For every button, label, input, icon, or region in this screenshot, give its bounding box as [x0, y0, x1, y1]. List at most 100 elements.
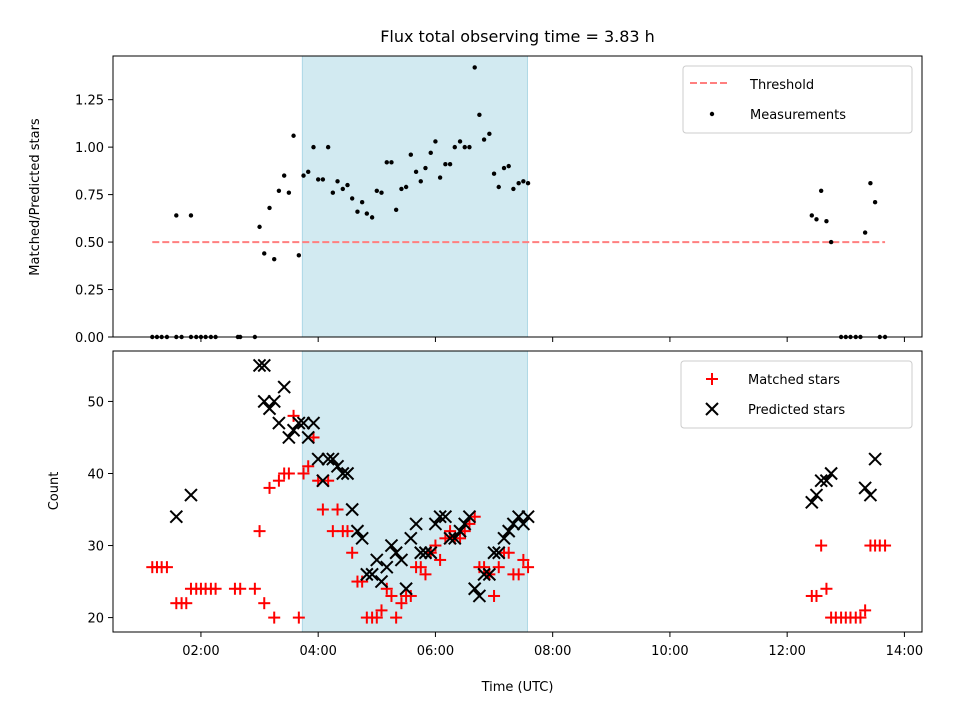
bottom-matched-point [209, 582, 222, 595]
bottom-panel: 02:00 04:00 06:00 08:00 10:00 12:00 14:00 20 30… [47, 350, 923, 695]
predicted-point-b [326, 452, 340, 466]
bottom-y-ticks: 20 30 40 50 [87, 395, 113, 627]
top-measurement-point [291, 133, 296, 138]
predicted-point-b [443, 531, 457, 546]
top-measurement-point [325, 144, 331, 150]
top-legend-threshold-label: Threshold [749, 78, 814, 93]
bottom-matched-point [414, 561, 427, 574]
top-measurement-point [862, 230, 868, 235]
bottom-matched-point [419, 568, 432, 581]
bottom-matched-point [429, 539, 442, 552]
bottom-predicted-point [380, 560, 394, 574]
predicted-point-b [467, 582, 482, 596]
top-measurement-point [462, 144, 467, 150]
predicted-point-b [330, 459, 345, 473]
bottom-matched-point [404, 589, 417, 602]
predicted-point-b [482, 567, 497, 582]
bottom-predicted-point [355, 531, 369, 546]
bottom-predicted-point [868, 452, 882, 466]
top-measurement-point [267, 205, 272, 211]
top-measurement-point [286, 190, 292, 195]
predicted-point-b [321, 452, 335, 466]
bottom-matched-point [380, 582, 393, 595]
bottom-matched-point [341, 525, 354, 538]
bottom-predicted-point [487, 546, 501, 560]
bottom-predicted-point [262, 401, 277, 416]
predicted-point-b [858, 481, 872, 495]
top-measurement-point [188, 213, 194, 218]
top-panel: 0.00 0.25 0.50 0.75 1.00 1.25 Flux total obse… [28, 27, 923, 346]
top-measurement-point [296, 253, 302, 258]
bottom-predicted-point [809, 488, 824, 502]
top-measurement-point [340, 186, 346, 192]
bottom-predicted-point [492, 546, 506, 560]
bottom-predicted-point [282, 430, 296, 445]
top-measurement-point [311, 144, 316, 150]
predicted-point-b [252, 358, 267, 373]
predicted-point-b [257, 358, 271, 373]
bottom-predicted-point [824, 466, 838, 481]
bottom-matched-point [810, 589, 823, 602]
bottom-matched-point [316, 503, 329, 516]
bottom-matched-point [268, 611, 281, 624]
bottom-predicted-point [501, 524, 516, 538]
bottom-predicted-point [316, 473, 330, 488]
bottom-matched-point [385, 589, 398, 602]
top-measurement-point [408, 152, 414, 157]
predicted-point-b [336, 466, 350, 481]
top-measurement-point [511, 186, 516, 192]
top-measurement-point [349, 196, 355, 201]
bottom-matched-point [292, 611, 305, 624]
bottom-predicted-point [169, 510, 184, 524]
bottom-predicted-point [360, 567, 374, 582]
bottom-predicted-point [428, 517, 443, 531]
top-measurement-point [521, 179, 526, 184]
predicted-point-b [521, 510, 535, 524]
bottom-matched-point [356, 575, 369, 588]
bottom-matched-point [478, 561, 491, 574]
bottom-legend-box [680, 360, 913, 429]
top-measurement-point [423, 165, 428, 171]
top-measurement-point [174, 213, 179, 218]
predicted-point-b [501, 524, 516, 538]
top-measurement-point [355, 209, 360, 214]
top-measurement-point [306, 169, 311, 175]
top-measurement-point [443, 162, 448, 167]
top-measurement-point [276, 188, 282, 194]
bottom-predicted-point [340, 466, 355, 481]
bottom-predicted-point [433, 510, 447, 524]
bottom-matched-point [346, 546, 359, 559]
top-chart-title: Flux total observing time = 3.83 h [380, 27, 655, 46]
top-measurement-point [433, 139, 438, 144]
predicted-point-b [169, 510, 184, 524]
bottom-predicted-point [374, 574, 389, 589]
bottom-predicted-point [858, 481, 872, 495]
top-measurement-point [437, 175, 443, 180]
top-x-ticks [200, 337, 905, 342]
bottom-predicted-point [814, 473, 828, 488]
bottom-shaded-span [301, 350, 528, 633]
predicted-point-b [389, 546, 403, 560]
predicted-point-b [424, 546, 438, 560]
bottom-x-ticks: 02:00 04:00 06:00 08:00 10:00 12:00 14:00 [182, 632, 923, 659]
bottom-predicted-point [414, 546, 428, 560]
bottom-predicted-point [448, 531, 462, 546]
bottom-matched-point [160, 561, 173, 574]
bottom-predicted-point [462, 510, 477, 524]
bottom-predicted-point [267, 394, 281, 409]
top-y-ticks: 0.00 0.25 0.50 0.75 1.00 1.25 [75, 94, 113, 346]
bottom-x-axis-label: Time (UTC) [481, 680, 554, 695]
top-y-tick-label: 0.50 [75, 236, 104, 251]
top-measurement-point [824, 218, 829, 224]
top-legend-measurements-label: Measurements [750, 108, 846, 123]
top-measurement-point [315, 177, 321, 182]
bottom-legend-predicted-swatch [705, 402, 719, 416]
top-measurement-point [872, 199, 878, 205]
predicted-point-b [414, 546, 428, 560]
predicted-point-b [384, 538, 399, 553]
top-measurement-point [477, 112, 482, 118]
predicted-point-b [262, 401, 277, 416]
bottom-predicted-point [384, 538, 399, 553]
predicted-point-b [438, 510, 453, 524]
